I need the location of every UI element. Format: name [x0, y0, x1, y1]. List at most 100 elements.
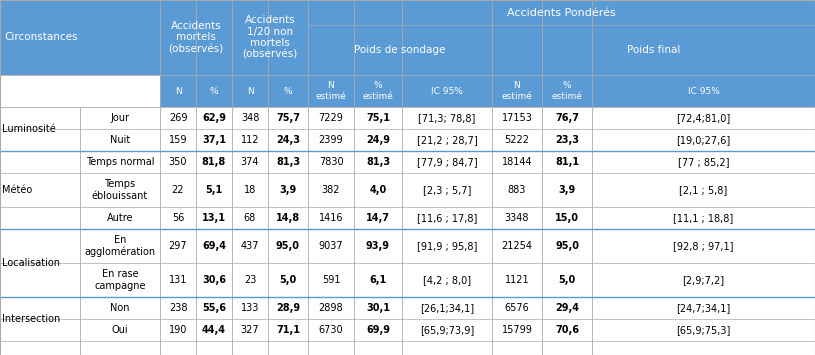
- Text: 4,0: 4,0: [369, 185, 386, 195]
- Text: [77,9 ; 84,7]: [77,9 ; 84,7]: [416, 157, 478, 167]
- Text: IC 95%: IC 95%: [688, 87, 720, 95]
- Text: Accidents
mortels
(observés): Accidents mortels (observés): [169, 21, 223, 54]
- Text: 93,9: 93,9: [366, 241, 390, 251]
- Text: [2,3 ; 5,7]: [2,3 ; 5,7]: [423, 185, 471, 195]
- Text: 71,1: 71,1: [276, 325, 300, 335]
- Text: 95,0: 95,0: [276, 241, 300, 251]
- Text: 327: 327: [240, 325, 259, 335]
- Text: Poids de sondage: Poids de sondage: [355, 45, 446, 55]
- Text: 81,3: 81,3: [276, 157, 300, 167]
- Text: 18144: 18144: [502, 157, 532, 167]
- Bar: [0, 0, 815, 75]
- Text: Nuit: Nuit: [110, 135, 130, 145]
- Text: 190: 190: [169, 325, 187, 335]
- Text: Temps
éblouissant: Temps éblouissant: [92, 179, 148, 201]
- Text: 55,6: 55,6: [202, 303, 226, 313]
- Text: [2,1 ; 5,8]: [2,1 ; 5,8]: [680, 185, 728, 195]
- Text: 7229: 7229: [319, 113, 343, 123]
- Text: 29,4: 29,4: [555, 303, 579, 313]
- Text: 69,4: 69,4: [202, 241, 226, 251]
- Text: [77 ; 85,2]: [77 ; 85,2]: [678, 157, 729, 167]
- Text: 3348: 3348: [504, 213, 529, 223]
- Text: 24,3: 24,3: [276, 135, 300, 145]
- Text: [21,2 ; 28,7]: [21,2 ; 28,7]: [416, 135, 478, 145]
- Text: 238: 238: [169, 303, 187, 313]
- Text: 18: 18: [244, 185, 256, 195]
- Text: %: %: [284, 87, 293, 95]
- Text: 1121: 1121: [504, 275, 529, 285]
- Text: Météo: Météo: [2, 185, 33, 195]
- Text: 23: 23: [244, 275, 256, 285]
- Text: 75,7: 75,7: [276, 113, 300, 123]
- Text: 81,1: 81,1: [555, 157, 579, 167]
- Text: Circonstances: Circonstances: [4, 33, 77, 43]
- Text: [4,2 ; 8,0]: [4,2 ; 8,0]: [423, 275, 471, 285]
- Text: Intersection: Intersection: [2, 314, 60, 324]
- Text: 591: 591: [322, 275, 340, 285]
- Text: 6576: 6576: [504, 303, 530, 313]
- Text: 5,1: 5,1: [205, 185, 222, 195]
- Text: 437: 437: [240, 241, 259, 251]
- Text: 14,8: 14,8: [276, 213, 300, 223]
- Text: 2399: 2399: [319, 135, 343, 145]
- Text: 5222: 5222: [504, 135, 530, 145]
- Text: %
estimé: % estimé: [363, 81, 394, 101]
- Text: 5,0: 5,0: [280, 275, 297, 285]
- Text: 3,9: 3,9: [280, 185, 297, 195]
- Text: [11,1 ; 18,8]: [11,1 ; 18,8]: [673, 213, 734, 223]
- Text: 382: 382: [322, 185, 340, 195]
- Text: [71,3; 78,8]: [71,3; 78,8]: [418, 113, 476, 123]
- Text: [72,4;81,0]: [72,4;81,0]: [676, 113, 730, 123]
- Text: 1416: 1416: [319, 213, 343, 223]
- Text: Non: Non: [110, 303, 130, 313]
- Text: 13,1: 13,1: [202, 213, 226, 223]
- Text: En
agglomération: En agglomération: [85, 235, 156, 257]
- Text: Poids final: Poids final: [627, 45, 681, 55]
- Text: 68: 68: [244, 213, 256, 223]
- Text: 374: 374: [240, 157, 259, 167]
- Text: 883: 883: [508, 185, 526, 195]
- Text: N: N: [247, 87, 253, 95]
- Text: N
estimé: N estimé: [315, 81, 346, 101]
- Text: 21254: 21254: [501, 241, 532, 251]
- Text: N: N: [174, 87, 182, 95]
- Text: 14,7: 14,7: [366, 213, 390, 223]
- Text: 112: 112: [240, 135, 259, 145]
- Text: Oui: Oui: [112, 325, 128, 335]
- Text: 30,1: 30,1: [366, 303, 390, 313]
- Text: Jour: Jour: [111, 113, 130, 123]
- Text: [11,6 ; 17,8]: [11,6 ; 17,8]: [416, 213, 478, 223]
- Text: 15799: 15799: [501, 325, 532, 335]
- Text: 7830: 7830: [319, 157, 343, 167]
- Text: 70,6: 70,6: [555, 325, 579, 335]
- Text: 3,9: 3,9: [558, 185, 575, 195]
- Text: 56: 56: [172, 213, 184, 223]
- Text: [65,9;73,9]: [65,9;73,9]: [420, 325, 474, 335]
- Text: 44,4: 44,4: [202, 325, 226, 335]
- Bar: [160, 75, 815, 107]
- Text: 297: 297: [169, 241, 187, 251]
- Text: Autre: Autre: [107, 213, 133, 223]
- Text: 6,1: 6,1: [369, 275, 386, 285]
- Text: 5,0: 5,0: [558, 275, 575, 285]
- Text: 95,0: 95,0: [555, 241, 579, 251]
- Text: 23,3: 23,3: [555, 135, 579, 145]
- Text: N
estimé: N estimé: [501, 81, 532, 101]
- Text: 17153: 17153: [501, 113, 532, 123]
- Text: 81,3: 81,3: [366, 157, 390, 167]
- Bar: [0, 75, 160, 107]
- Text: 9037: 9037: [319, 241, 343, 251]
- Text: [65,9;75,3]: [65,9;75,3]: [676, 325, 731, 335]
- Text: [19,0;27,6]: [19,0;27,6]: [676, 135, 730, 145]
- Text: 69,9: 69,9: [366, 325, 390, 335]
- Text: 159: 159: [169, 135, 187, 145]
- Text: IC 95%: IC 95%: [431, 87, 463, 95]
- Text: 24,9: 24,9: [366, 135, 390, 145]
- Text: Accidents Pondérés: Accidents Pondérés: [507, 7, 616, 17]
- Text: Localisation: Localisation: [2, 258, 60, 268]
- Text: [2,9;7,2]: [2,9;7,2]: [682, 275, 725, 285]
- Text: Temps normal: Temps normal: [86, 157, 154, 167]
- Text: 37,1: 37,1: [202, 135, 226, 145]
- Text: [92,8 ; 97,1]: [92,8 ; 97,1]: [673, 241, 734, 251]
- Text: [26,1;34,1]: [26,1;34,1]: [420, 303, 474, 313]
